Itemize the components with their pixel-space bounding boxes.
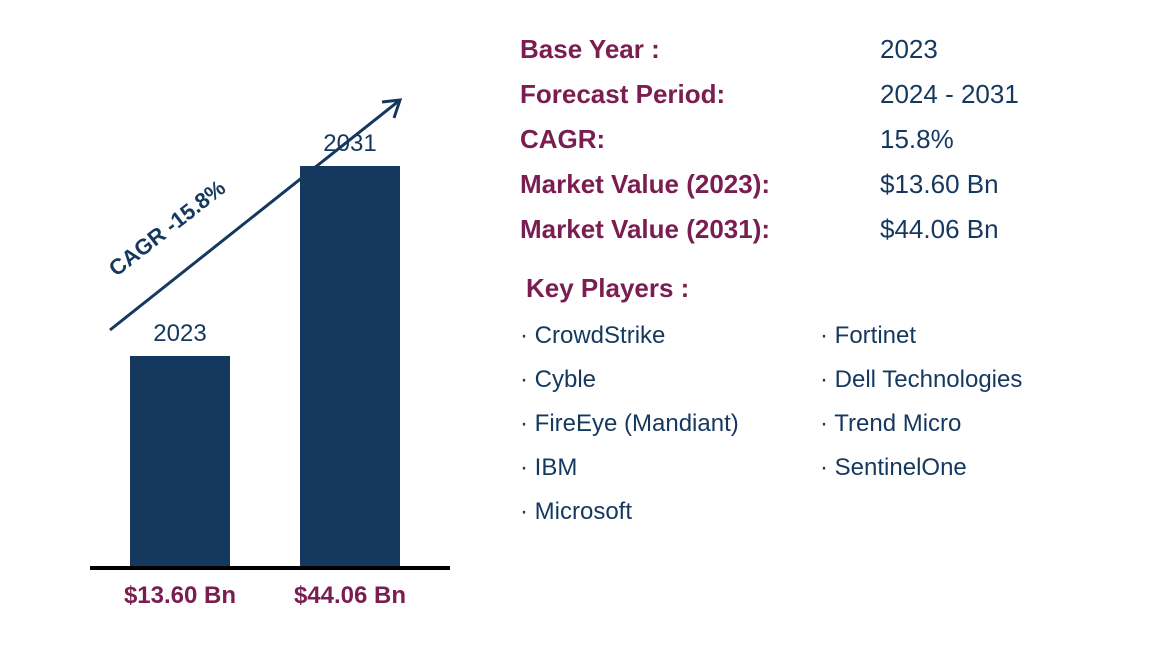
arrow-head-icon [382,100,400,118]
player-item: Cyble [520,366,820,394]
cagr-label: CAGR -15.8% [104,175,231,282]
player-item: FireEye (Mandiant) [520,410,820,438]
bar-value-label: $44.06 Bn [270,582,430,610]
infographic-container: CAGR -15.8% 2023 $13.60 Bn 2031 $44.06 B… [0,0,1164,660]
bar-year-label: 2023 [130,320,230,348]
info-label: CAGR: [520,124,880,155]
players-col-2: Fortinet Dell Technologies Trend Micro S… [820,322,1022,526]
info-row-cagr: CAGR: 15.8% [520,124,1124,155]
key-players-grid: CrowdStrike Cyble FireEye (Mandiant) IBM… [520,322,1124,526]
player-item: Microsoft [520,498,820,526]
bar-year-label: 2031 [300,130,400,158]
player-item: Dell Technologies [820,366,1022,394]
info-row-forecast: Forecast Period: 2024 - 2031 [520,79,1124,110]
info-value: 2024 - 2031 [880,79,1019,110]
player-item: SentinelOne [820,454,1022,482]
info-row-mv-2023: Market Value (2023): $13.60 Bn [520,169,1124,200]
bar-value-label: $13.60 Bn [100,582,260,610]
info-panel: Base Year : 2023 Forecast Period: 2024 -… [480,30,1124,640]
info-label: Market Value (2023): [520,169,880,200]
info-value: 15.8% [880,124,954,155]
player-item: Fortinet [820,322,1022,350]
x-axis [90,566,450,570]
players-col-1: CrowdStrike Cyble FireEye (Mandiant) IBM… [520,322,820,526]
info-label: Market Value (2031): [520,214,880,245]
info-row-mv-2031: Market Value (2031): $44.06 Bn [520,214,1124,245]
bar-chart: CAGR -15.8% 2023 $13.60 Bn 2031 $44.06 B… [40,30,480,640]
info-label: Base Year : [520,34,880,65]
chart-plot-area: CAGR -15.8% 2023 $13.60 Bn 2031 $44.06 B… [90,100,450,570]
info-label: Forecast Period: [520,79,880,110]
key-players-title: Key Players : [526,273,1124,304]
player-item: IBM [520,454,820,482]
bar-rect [300,166,400,566]
info-value: $44.06 Bn [880,214,999,245]
info-value: 2023 [880,34,938,65]
info-value: $13.60 Bn [880,169,999,200]
info-row-base-year: Base Year : 2023 [520,34,1124,65]
player-item: Trend Micro [820,410,1022,438]
bar-2023: 2023 $13.60 Bn [130,356,230,566]
player-item: CrowdStrike [520,322,820,350]
bar-2031: 2031 $44.06 Bn [300,166,400,566]
bar-rect [130,356,230,566]
